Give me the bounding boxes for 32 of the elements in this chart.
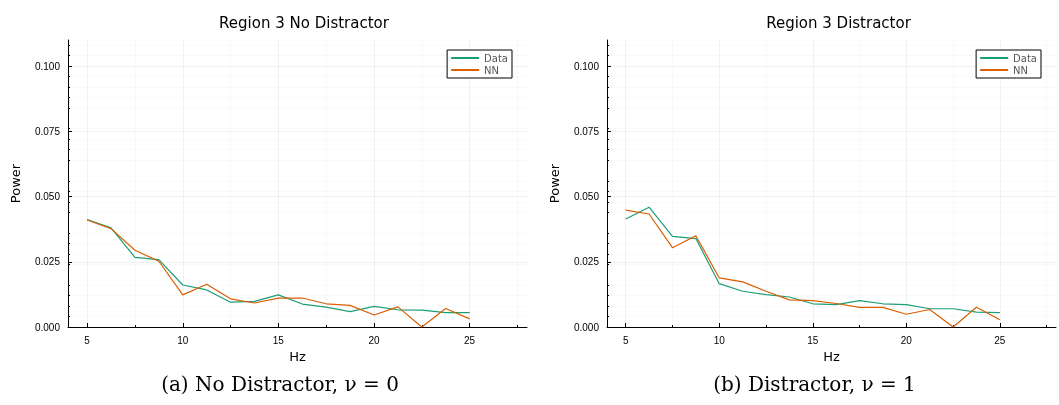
y-tick-label: 0.075	[34, 125, 61, 137]
y-tick-label: 0.100	[34, 60, 61, 72]
y-tick-label: 0.075	[573, 125, 600, 137]
y-tick-label: 0.100	[573, 60, 600, 72]
text: (a) No Distractor, ν = 0	[160, 372, 400, 396]
text: (b) Distractor, ν = 1	[712, 372, 917, 396]
y-axis-title: Power	[547, 163, 562, 204]
y-tick-label: 0.000	[34, 321, 61, 333]
chart-title: Region 3 Distractor	[766, 13, 912, 32]
x-tick-label: 15	[807, 334, 819, 346]
x-tick-label: 10	[713, 334, 726, 346]
legend-label: NN	[484, 64, 500, 76]
y-tick-label: 0.025	[34, 256, 61, 268]
x-tick-label: 25	[994, 334, 1006, 346]
x-tick-label: 5	[84, 334, 91, 346]
y-tick-label: 0.025	[573, 256, 600, 268]
x-tick-label: 15	[272, 334, 285, 346]
x-tick-label: 10	[177, 334, 189, 346]
x-tick-label: 25	[464, 334, 476, 346]
x-axis-title: Hz	[289, 348, 306, 364]
legend-label: Data	[484, 52, 509, 64]
x-axis-title: Hz	[823, 348, 840, 364]
y-tick-label: 0.050	[34, 191, 61, 203]
x-tick-label: 20	[900, 334, 913, 346]
y-tick-label: 0.000	[573, 321, 600, 333]
y-tick-label: 0.050	[573, 191, 600, 203]
x-tick-label: 20	[368, 334, 380, 346]
chart-title: Region 3 No Distractor	[219, 13, 390, 32]
legend-label: Data	[1013, 52, 1038, 64]
x-tick-label: 5	[622, 334, 629, 346]
legend-label: NN	[1013, 64, 1029, 76]
y-axis-title: Power	[8, 163, 23, 204]
